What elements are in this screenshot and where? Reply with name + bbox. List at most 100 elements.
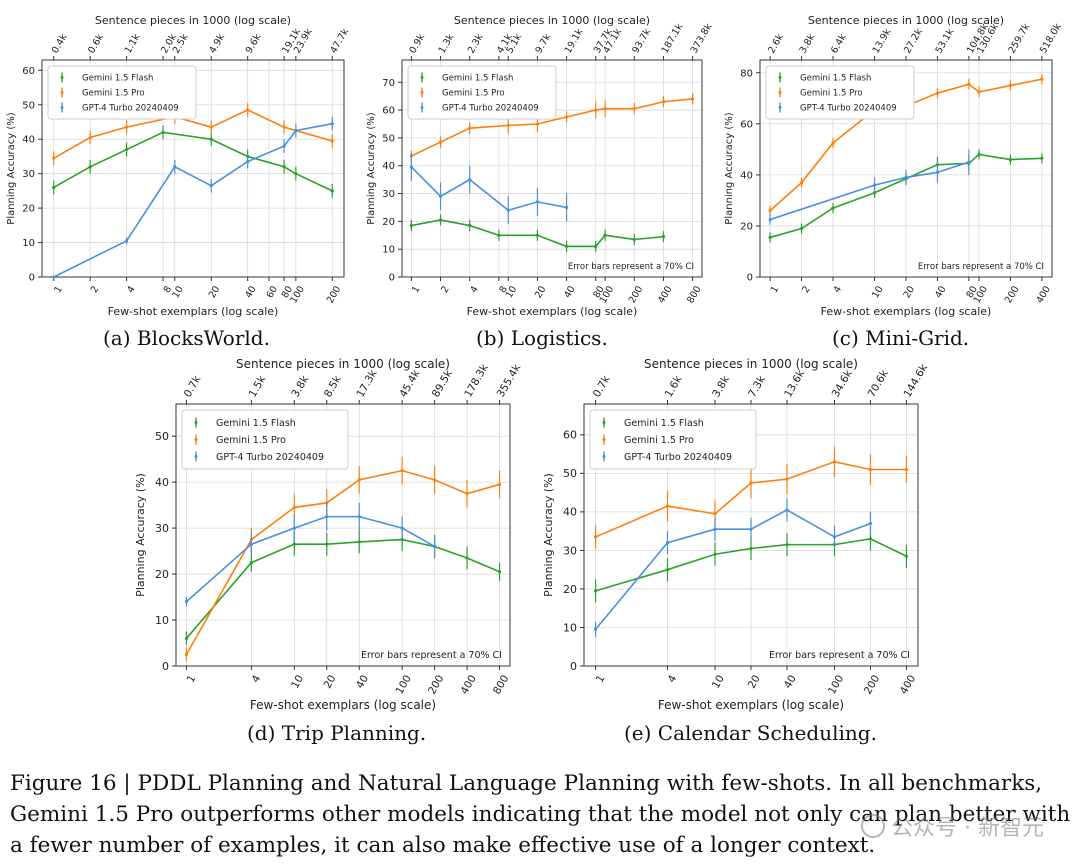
data-point <box>749 481 753 485</box>
x-tick-label: 400 <box>459 673 479 696</box>
legend: Gemini 1.5 Flash Gemini 1.5 Pro GPT-4 Turb… <box>47 65 197 120</box>
y-axis-label: Planning Accuracy (%) <box>542 473 555 597</box>
top-tick-label: 2.3k <box>466 32 486 56</box>
data-point <box>52 275 56 279</box>
x-tick-label: 20 <box>902 284 918 300</box>
x-axis-label: Few-shot exemplars (log scale) <box>658 698 844 712</box>
legend-label: Gemini 1.5 Flash <box>442 74 513 84</box>
data-point <box>88 165 92 169</box>
top-tick-label: 0.7k <box>591 373 613 400</box>
x-tick-label: 10 <box>710 673 727 691</box>
data-point <box>438 218 443 222</box>
y-tick-label: 60 <box>382 106 395 117</box>
series-gpt-4-turbo-20240409 <box>593 498 873 638</box>
series-gpt-4-turbo-20240409 <box>409 153 569 225</box>
y-axis-label: Planning Accuracy (%) <box>6 112 17 224</box>
data-point <box>88 135 92 140</box>
chart-panel-trip-planning: 0 10 20 30 40 50 1 4 10 20 40 100 200 400 800 0.7k 1.5k 3… <box>130 352 530 712</box>
series-gpt-4-turbo-20240409 <box>768 149 971 225</box>
wechat-icon <box>861 814 886 838</box>
data-point <box>506 208 510 212</box>
y-axis-label: Planning Accuracy (%) <box>724 112 735 224</box>
legend: Gemini 1.5 Flash Gemini 1.5 Pro GPT-4 Turb… <box>407 65 557 120</box>
data-point <box>497 570 502 574</box>
data-point <box>325 542 329 546</box>
x-tick-label: 10 <box>504 284 520 300</box>
y-tick-label: 0 <box>29 273 35 284</box>
top-axis-label: Sentence pieces in 1000 (log scale) <box>808 14 1004 27</box>
x-tick-label: 400 <box>1034 284 1053 305</box>
data-point <box>330 139 334 143</box>
series-line <box>53 131 333 192</box>
top-tick-label: 13.6k <box>782 367 808 399</box>
data-point <box>249 542 253 546</box>
x-axis-label: Few-shot exemplars (log scale) <box>108 305 279 318</box>
x-axis-label: Few-shot exemplars (log scale) <box>821 305 992 318</box>
data-point <box>904 467 909 472</box>
y-tick-label: 40 <box>563 506 577 519</box>
data-point <box>325 515 329 519</box>
y-tick-label: 40 <box>740 170 753 181</box>
data-point <box>506 123 510 127</box>
y-tick-label: 10 <box>563 621 577 634</box>
data-point <box>535 122 540 126</box>
chart-panel-minigrid: 0 20 40 60 80 1 2 4 10 20 40 80 100 200 400 2.6k 3.8k 6.4… <box>718 8 1078 318</box>
data-point <box>665 568 670 572</box>
top-tick-label: 2.6k <box>766 32 786 56</box>
plot-frame <box>401 59 703 278</box>
x-tick-label: 4 <box>832 284 845 295</box>
y-tick-label: 60 <box>22 66 35 77</box>
x-tick-label: 2 <box>89 284 102 295</box>
series-line <box>769 78 1043 212</box>
top-tick-label: 1.3k <box>437 32 457 56</box>
top-tick-label: 89.5k <box>430 367 456 399</box>
legend-label: Gemini 1.5 Flash <box>624 418 704 429</box>
y-tick-label: 0 <box>389 273 395 284</box>
legend-label: Gemini 1.5 Flash <box>216 418 296 429</box>
top-axis-label: Sentence pieces in 1000 (log scale) <box>236 357 450 371</box>
data-point <box>282 144 286 148</box>
data-point <box>184 600 189 604</box>
top-tick-label: 17.3k <box>354 367 380 399</box>
data-point <box>832 535 837 539</box>
data-point <box>173 165 177 169</box>
caption-calendar-scheduling: (e) Calendar Scheduling. <box>624 721 877 745</box>
error-bar-note: Error bars represent a 70% CI <box>918 262 1044 272</box>
series-gemini-1-5-flash <box>409 214 666 252</box>
x-tick-label: 4 <box>468 284 481 295</box>
chart-panel-calendar-scheduling: 0 10 20 30 40 50 60 1 4 10 20 40 100 200 400 0.7k 1.6k 3.… <box>538 352 938 712</box>
x-tick-label: 40 <box>243 284 259 300</box>
data-point <box>535 200 540 204</box>
top-tick-label: 13.9k <box>871 26 894 55</box>
x-tick-label: 10 <box>870 284 886 300</box>
data-point <box>749 546 753 551</box>
top-tick-label: 19.1k <box>563 26 586 55</box>
data-point <box>632 237 636 242</box>
top-tick-label: 0.6k <box>86 32 106 56</box>
legend-label: Gemini 1.5 Pro <box>624 435 694 446</box>
legend-box <box>407 65 557 120</box>
data-point <box>465 492 469 496</box>
x-tick-label: 800 <box>491 673 511 696</box>
top-tick-label: 178.3k <box>462 361 491 399</box>
x-tick-label: 2 <box>800 284 813 295</box>
data-point <box>468 126 472 130</box>
series-line <box>595 538 907 592</box>
data-point <box>497 233 501 237</box>
data-point <box>935 170 940 174</box>
data-point <box>1008 83 1013 88</box>
legend-label: GPT-4 Turbo 20240409 <box>624 452 732 463</box>
figure-caption: Figure 16 | PDDL Planning and Natural La… <box>10 771 1071 858</box>
x-tick-label: 40 <box>354 673 371 691</box>
top-tick-label: 53.1k <box>934 26 957 55</box>
y-tick-label: 0 <box>570 660 577 673</box>
y-tick-label: 20 <box>563 583 577 596</box>
legend-label: GPT-4 Turbo 20240409 <box>82 104 179 114</box>
data-point <box>977 90 981 94</box>
y-tick-label: 10 <box>22 238 35 249</box>
y-axis-label: Planning Accuracy (%) <box>366 112 377 224</box>
y-tick-label: 40 <box>22 135 35 146</box>
x-tick-label: 8 <box>497 284 510 295</box>
data-point <box>967 82 971 86</box>
